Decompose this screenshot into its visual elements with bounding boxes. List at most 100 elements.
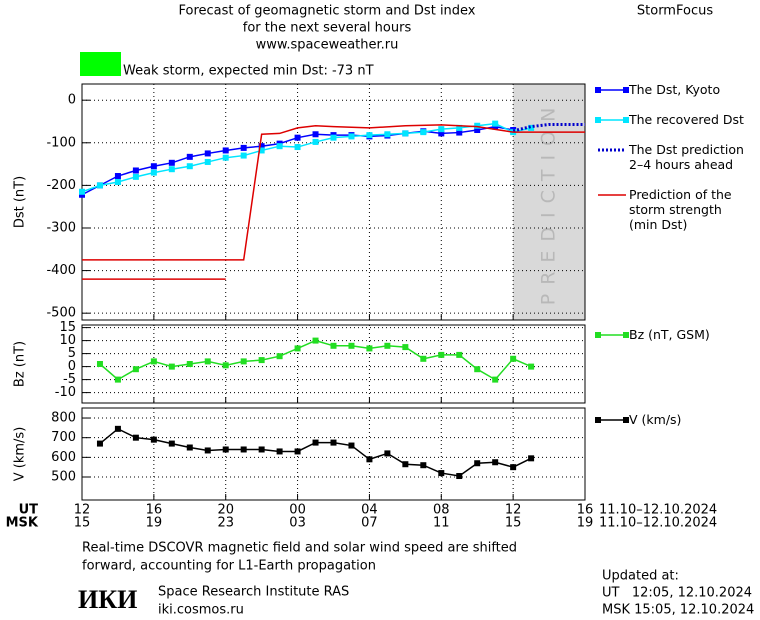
marker xyxy=(240,446,247,453)
marker xyxy=(204,150,211,157)
y-tick-label: -100 xyxy=(46,135,76,150)
marker xyxy=(294,144,301,151)
legend-line-text: The recovered Dst xyxy=(628,112,744,127)
marker xyxy=(222,147,229,154)
updated-ut: UT 12:05, 12.10.2024 xyxy=(602,586,752,601)
marker xyxy=(420,462,427,469)
y-tick-label: -200 xyxy=(46,178,76,193)
plot-frame xyxy=(81,83,586,321)
updated-msk: MSK 15:05, 12.10.2024 xyxy=(602,603,754,618)
marker xyxy=(438,130,445,137)
marker xyxy=(168,440,175,447)
y-axis-label: V (km/s) xyxy=(13,427,28,482)
note-line: forward, accounting for L1-Earth propaga… xyxy=(82,559,376,574)
marker xyxy=(384,450,391,457)
legend-line-text: The Dst, Kyoto xyxy=(628,82,720,97)
marker xyxy=(132,434,139,441)
x-tick-label: 20 xyxy=(217,503,234,518)
series-line xyxy=(82,124,585,261)
title-line: Forecast of geomagnetic storm and Dst in… xyxy=(178,4,475,19)
date-range: 11.10–12.10.2024 xyxy=(599,516,717,531)
legend-line-text: 2–4 hours ahead xyxy=(629,157,733,172)
legend-label: The recovered Dst xyxy=(628,112,744,127)
institute: Space Research Institute RAS xyxy=(158,585,349,600)
marker xyxy=(204,358,211,365)
legend-label: Bz (nT, GSM) xyxy=(629,327,710,342)
marker xyxy=(456,473,463,480)
storm-label: Weak storm, expected min Dst: -73 nT xyxy=(123,64,374,79)
marker xyxy=(438,126,445,133)
x-tick-label: 08 xyxy=(433,503,450,518)
legend-line-text: Prediction of the xyxy=(629,187,732,202)
marker xyxy=(474,122,481,129)
legend-marker xyxy=(623,332,629,338)
y-tick-label: 500 xyxy=(51,470,76,485)
marker xyxy=(150,163,157,170)
legend-marker xyxy=(595,87,601,93)
marker xyxy=(456,129,463,136)
legend-marker xyxy=(595,417,601,423)
marker xyxy=(79,188,85,195)
marker xyxy=(420,129,427,136)
msk-tick-label: 19 xyxy=(146,516,163,531)
y-tick-label: -300 xyxy=(46,220,76,235)
date-range: 11.10–12.10.2024 xyxy=(599,503,717,518)
legend-marker xyxy=(623,417,629,423)
marker xyxy=(492,459,499,466)
marker xyxy=(186,361,193,367)
legend-line-text: The Dst prediction xyxy=(628,142,744,157)
marker xyxy=(258,143,265,150)
y-tick-label: -5 xyxy=(63,372,76,387)
marker xyxy=(330,439,337,446)
legend-line-text: V (km/s) xyxy=(629,412,681,427)
marker xyxy=(222,362,229,369)
marker xyxy=(312,439,319,446)
legend-label: The Dst prediction 2–4 hours ahead xyxy=(628,142,744,172)
marker xyxy=(276,353,283,360)
marker xyxy=(348,133,355,140)
marker xyxy=(258,147,265,154)
msk-tick-label: 11 xyxy=(433,516,450,531)
marker xyxy=(294,134,301,141)
legend-line-text: (min Dst) xyxy=(629,217,687,232)
marker xyxy=(276,143,283,150)
marker xyxy=(240,152,247,159)
legend-label: Prediction of the storm strength (min Dst) xyxy=(629,187,732,232)
y-tick-label: 5 xyxy=(68,346,76,361)
marker xyxy=(312,131,319,138)
y-axis-label: Dst (nT) xyxy=(13,176,28,228)
marker xyxy=(186,444,193,451)
marker xyxy=(294,448,301,455)
marker xyxy=(312,138,319,145)
y-tick-label: 800 xyxy=(51,411,76,426)
y-tick-label: -500 xyxy=(46,306,76,321)
marker xyxy=(438,470,445,477)
marker xyxy=(240,358,247,365)
marker xyxy=(330,342,337,349)
marker xyxy=(132,366,139,373)
legend-marker xyxy=(623,117,629,123)
marker xyxy=(384,342,391,349)
marker xyxy=(402,130,409,137)
series-line xyxy=(512,122,585,133)
marker xyxy=(474,127,481,134)
marker xyxy=(150,169,157,176)
marker xyxy=(528,124,535,131)
marker xyxy=(114,173,121,180)
marker xyxy=(294,345,301,352)
logo: ИКИ xyxy=(78,585,137,614)
marker xyxy=(150,358,157,365)
marker xyxy=(420,355,427,362)
x-tick-label: 12 xyxy=(74,503,91,518)
marker xyxy=(312,337,319,344)
y-tick-label: 0 xyxy=(68,359,76,374)
series-line xyxy=(81,122,532,193)
marker xyxy=(186,153,193,160)
x-tick-label: 16 xyxy=(577,503,594,518)
msk-label: MSK xyxy=(6,516,39,531)
marker xyxy=(456,124,463,131)
y-tick-label: 600 xyxy=(51,450,76,465)
y-axis-label: Bz (nT) xyxy=(13,341,28,387)
y-tick-label: 10 xyxy=(59,333,76,348)
